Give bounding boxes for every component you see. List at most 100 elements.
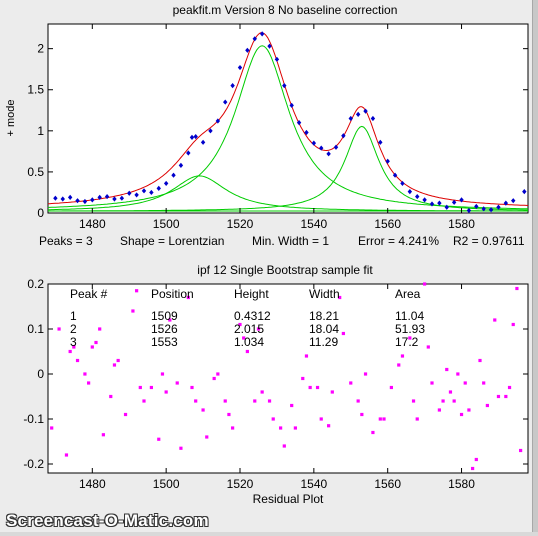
residual-point	[194, 399, 198, 403]
residual-point	[175, 381, 179, 385]
top-axis-ticks: 1480 1500 1520 1540 1560 1580 0 0.5 1 1.5 2	[27, 24, 528, 231]
table-header-height: Height	[234, 287, 269, 301]
data-point	[189, 134, 195, 140]
residual-point	[441, 399, 445, 403]
window-scrollbar[interactable]	[532, 0, 538, 536]
data-point	[104, 193, 110, 200]
residual-point	[157, 437, 161, 441]
residual-point	[319, 417, 323, 421]
residual-point	[64, 453, 69, 457]
y-tick-label: 2	[37, 42, 44, 56]
residual-point	[519, 448, 523, 453]
residual-point	[356, 399, 360, 403]
data-point	[60, 196, 65, 202]
residual-point	[471, 466, 475, 471]
x-tick-label: 1560	[374, 477, 401, 491]
data-point	[156, 185, 161, 191]
data-point	[134, 192, 139, 198]
top-plot-area	[47, 31, 529, 214]
x-tick-label: 1480	[79, 217, 106, 231]
x-tick-label: 1480	[79, 477, 106, 491]
bottom-axis-ticks: 1480 1500 1520 1540 1560 1580 -0.2 -0.1 0 0.1 0.2	[23, 277, 528, 491]
residual-point	[496, 394, 501, 399]
data-point	[245, 47, 250, 53]
data-point	[274, 56, 280, 62]
residual-point	[57, 327, 61, 331]
residual-point	[415, 417, 419, 421]
data-point	[496, 204, 501, 210]
residual-point	[371, 430, 375, 435]
data-point	[422, 197, 427, 203]
data-point	[378, 139, 383, 145]
table-cell: 18.04	[309, 322, 339, 336]
y-tick-label: -0.2	[23, 457, 44, 471]
table-cell: 11.04	[395, 309, 424, 323]
data-point	[437, 200, 442, 206]
x-tick-label: 1560	[374, 217, 401, 231]
residual-point	[109, 394, 113, 399]
residual-point	[138, 385, 142, 390]
residual-point	[423, 282, 427, 286]
data-point	[466, 207, 472, 214]
residual-point	[260, 390, 264, 394]
residual-point	[452, 399, 456, 403]
table-cell: 17.2	[395, 335, 419, 349]
data-point	[459, 197, 464, 203]
results-table: Peak # Position Height Width Area 1 1509…	[70, 287, 425, 349]
top-axes-box	[47, 23, 529, 214]
x-tick-label: 1520	[227, 217, 254, 231]
residual-point	[90, 345, 94, 349]
data-point	[451, 199, 457, 205]
residual-point	[507, 385, 512, 390]
data-point	[200, 139, 206, 145]
data-point	[237, 64, 243, 71]
residual-point	[190, 385, 194, 390]
residual-point	[341, 331, 345, 336]
residual-point	[378, 417, 382, 421]
data-point	[296, 120, 302, 126]
data-point	[75, 198, 80, 204]
residual-point	[94, 340, 98, 345]
data-point	[53, 195, 58, 201]
data-point	[311, 140, 317, 146]
x-tick-label: 1540	[300, 477, 327, 491]
data-point	[178, 162, 184, 168]
residual-point	[271, 417, 275, 421]
table-cell: 2.015	[234, 322, 264, 336]
residual-point	[72, 345, 76, 349]
residual-point	[485, 403, 489, 408]
residual-point	[205, 435, 209, 439]
residual-point	[242, 336, 246, 340]
table-cell: 3	[70, 335, 77, 349]
data-point	[511, 198, 516, 204]
bottom-plot-area	[50, 282, 523, 471]
table-header-area: Area	[395, 287, 421, 301]
top-chart-title: peakfit.m Version 8 No baseline correcti…	[173, 3, 398, 17]
data-point	[289, 102, 294, 108]
residual-point	[315, 385, 320, 390]
data-point	[230, 83, 235, 89]
residual-point	[216, 372, 220, 376]
data-point	[319, 145, 324, 151]
residual-point	[397, 363, 401, 367]
residual-point	[493, 318, 497, 322]
data-point	[488, 207, 494, 213]
residual-point	[445, 367, 449, 372]
data-point	[341, 133, 346, 139]
status-peaks: Peaks = 3	[39, 234, 93, 248]
residual-point	[131, 309, 135, 313]
residual-point	[304, 354, 309, 358]
residual-point	[231, 426, 235, 430]
residual-point	[338, 295, 342, 300]
residual-point	[75, 358, 80, 363]
table-cell: 0.4312	[234, 309, 271, 323]
data-point	[82, 198, 88, 205]
status-shape: Shape = Lorentzian	[120, 234, 224, 248]
status-r2: R2 = 0.97611	[453, 234, 525, 248]
data-point	[481, 206, 486, 212]
residual-point	[253, 399, 257, 403]
table-header-width: Width	[309, 287, 340, 301]
residual-point	[389, 385, 393, 390]
residual-point	[164, 390, 168, 394]
table-cell: 1.034	[234, 335, 264, 349]
